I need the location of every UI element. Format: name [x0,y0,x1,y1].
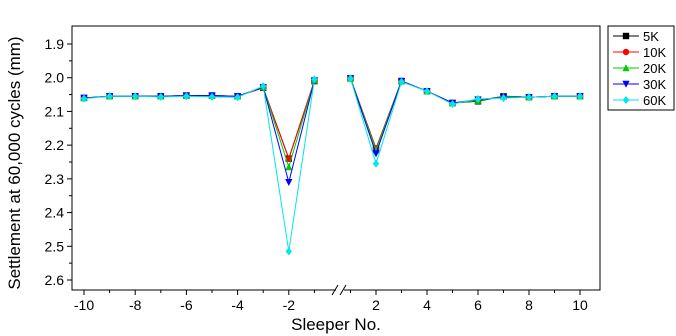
series-5k-line-left [83,80,315,161]
series-60k-point [474,94,482,103]
x-axis-title: Sleeper No. [291,315,381,334]
legend-label: 30K [643,77,666,92]
y-tick-label: 2.3 [45,171,65,187]
axis-break-mark [331,284,339,296]
y-tick-label: 2.2 [45,137,65,153]
series-60k-point [311,75,318,84]
series-60k-point [372,159,380,168]
legend-label: 5K [643,29,659,44]
x-tick-label: -4 [231,297,244,313]
x-tick-label: 6 [474,297,482,313]
axis-break-mark [339,284,347,296]
series-60k-point [80,94,88,103]
legend-label: 10K [643,45,666,60]
series-60k-point [423,87,431,96]
y-tick-label: 2.1 [45,103,65,119]
series-60k-point [500,93,507,102]
x-tick-label: -8 [129,297,142,313]
series-10k-line-left [83,80,315,161]
series-60k-point [576,92,584,101]
series-10k-line-right [350,78,580,150]
series-60k-point [157,92,164,101]
series-60k-point [208,92,216,101]
series-20k-line-right [350,78,580,152]
legend-marker [622,32,630,40]
series-60k-point [551,92,558,101]
y-tick-label: 2.4 [45,205,65,221]
series-60k-point [285,247,292,256]
x-tick-label: 4 [423,297,431,313]
series-60k-line-left [83,79,315,252]
x-tick-label: -10 [74,297,94,313]
series-60k-point [260,82,267,91]
series-30k-point [285,179,293,187]
axis-break-gap [336,287,344,293]
x-tick-label: 8 [525,297,533,313]
plot-layer [80,74,584,256]
series-20k-point [285,163,293,171]
legend-label: 60K [643,93,666,108]
series-60k-point [347,74,354,83]
axis-layer: 1.9 2.0 2.1 2.2 2.3 2.4 2.5 2.6 -10 -8 -6 -4 -2 2 4 6 8 1… [45,36,588,313]
y-tick-label: 2.0 [45,70,65,86]
series-20k-line-left [83,80,315,169]
series-60k-point [106,92,113,101]
legend-marker [622,96,630,104]
series-60k-point [398,77,405,86]
x-tick-label: -6 [180,297,193,313]
y-tick-label: 2.6 [45,272,65,288]
series-30k-point [372,150,380,158]
legend-label: 20K [643,61,666,76]
series-30k-line-right [350,78,580,156]
y-tick-label: 2.5 [45,238,65,254]
legend-marker [622,48,630,56]
series-60k-point [449,100,456,109]
series-30k-line-left [83,80,315,185]
plot-frame [71,25,601,291]
series-5k-line-right [350,78,580,150]
y-axis-title: Settlement at 60,000 cycles (mm) [5,36,24,289]
x-tick-label: 2 [372,297,380,313]
series-60k-line-right [350,78,580,166]
y-tick-label: 1.9 [45,36,65,52]
series-60k-point [234,93,241,102]
series-60k-point [525,93,533,102]
series-60k-point [183,92,190,101]
legend-marker [622,80,630,88]
x-tick-label: 10 [572,297,588,313]
x-tick-label: -2 [283,297,296,313]
series-60k-point [132,92,139,101]
legend-marker [622,64,630,72]
